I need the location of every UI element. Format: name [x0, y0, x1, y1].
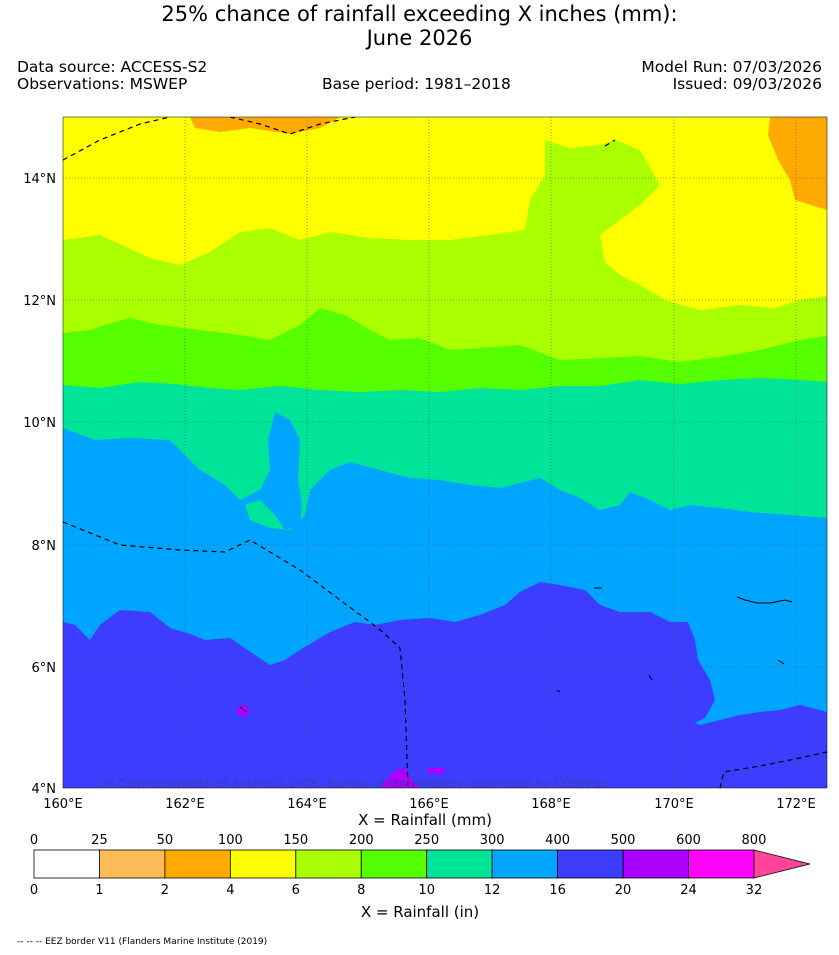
colorbar-mm-label: 600 [676, 833, 701, 848]
colorbar-segment [164, 849, 231, 879]
colorbar-xlabel: X = Rainfall (in) [361, 903, 479, 921]
band-2in-east [768, 117, 827, 210]
copyright-notice: © Commonwealth of Australia 2026, Bureau… [102, 777, 607, 791]
colorbar-in-label: 16 [549, 883, 566, 898]
colorbar-mm-label: 250 [414, 833, 439, 848]
lat-tick: 4°N [32, 782, 57, 797]
colorbar-in-label: 2 [161, 883, 169, 898]
map-title: 25% chance of rainfall exceeding X inche… [0, 2, 839, 50]
colorbar-mm-label: 100 [218, 833, 243, 848]
lat-tick: 12°N [23, 294, 56, 309]
colorbar-mm-label: 300 [480, 833, 505, 848]
lon-axis: 160°E 162°E 164°E 166°E 168°E 170°E 172°… [43, 797, 816, 812]
colorbar-mm-label: 0 [30, 833, 38, 848]
colorbar-mm-label: 200 [349, 833, 374, 848]
lat-axis: 14°N 12°N 10°N 8°N 6°N 4°N [23, 172, 56, 797]
colorbar-in-label: 10 [418, 883, 435, 898]
colorbar-segment [33, 849, 100, 879]
colorbar-in-label: 32 [746, 883, 763, 898]
footer-note: -- -- -- EEZ border V11 (Flanders Marine… [17, 937, 268, 947]
band-20in-south [380, 768, 420, 788]
colorbar-segment [295, 849, 362, 879]
title-line-2: June 2026 [366, 26, 473, 50]
lon-tick: 160°E [43, 797, 83, 812]
colorbar: 0025150210041506200825010300124001650020… [30, 833, 811, 898]
colorbar-extension [753, 849, 811, 879]
colorbar-mm-label: 150 [283, 833, 308, 848]
colorbar-mm-label: 25 [91, 833, 108, 848]
colorbar-in-label: 20 [615, 883, 632, 898]
band-20in-small [428, 768, 444, 774]
band-16in [63, 582, 827, 788]
band-20in-spot [237, 705, 249, 717]
lon-tick: 166°E [409, 797, 449, 812]
colorbar-in-label: 0 [30, 883, 38, 898]
colorbar-in-label: 4 [226, 883, 234, 898]
data-source-label: Data source: ACCESS-S2 [17, 58, 208, 76]
issued-label: Issued: 09/03/2026 [672, 75, 822, 93]
colorbar-in-label: 8 [357, 883, 365, 898]
eez-border [63, 117, 827, 788]
lat-tick: 10°N [23, 416, 56, 431]
map-xlabel: X = Rainfall (mm) [358, 811, 492, 829]
colorbar-in-label: 24 [680, 883, 697, 898]
colorbar-in-label: 1 [95, 883, 103, 898]
colorbar-mm-label: 800 [742, 833, 767, 848]
lon-tick: 162°E [165, 797, 205, 812]
lon-tick: 170°E [654, 797, 694, 812]
colorbar-segment [99, 849, 166, 879]
lon-tick: 168°E [531, 797, 571, 812]
colorbar-mm-label: 50 [157, 833, 174, 848]
lat-tick: 6°N [32, 661, 57, 676]
model-run-label: Model Run: 07/03/2026 [641, 58, 822, 76]
lon-tick: 164°E [287, 797, 327, 812]
islands [239, 587, 793, 713]
colorbar-segment [557, 849, 624, 879]
colorbar-segment [622, 849, 689, 879]
observations-label: Observations: MSWEP [17, 75, 188, 93]
lon-tick: 172°E [776, 797, 816, 812]
colorbar-segment [229, 849, 297, 879]
colorbar-segment [360, 849, 428, 879]
colorbar-in-label: 12 [484, 883, 501, 898]
colorbar-segment [491, 849, 558, 879]
base-period-label: Base period: 1981–2018 [322, 75, 511, 93]
colorbar-segment [426, 849, 493, 879]
lat-tick: 14°N [23, 172, 56, 187]
lat-tick: 8°N [32, 539, 57, 554]
graticule [63, 117, 827, 788]
colorbar-mm-label: 400 [545, 833, 570, 848]
colorbar-segment [688, 849, 755, 879]
colorbar-mm-label: 500 [611, 833, 636, 848]
title-line-1: 25% chance of rainfall exceeding X inche… [161, 2, 678, 26]
map-frame [62, 116, 828, 789]
colorbar-in-label: 6 [292, 883, 300, 898]
map-field: © Commonwealth of Australia 2026, Bureau… [63, 117, 827, 791]
